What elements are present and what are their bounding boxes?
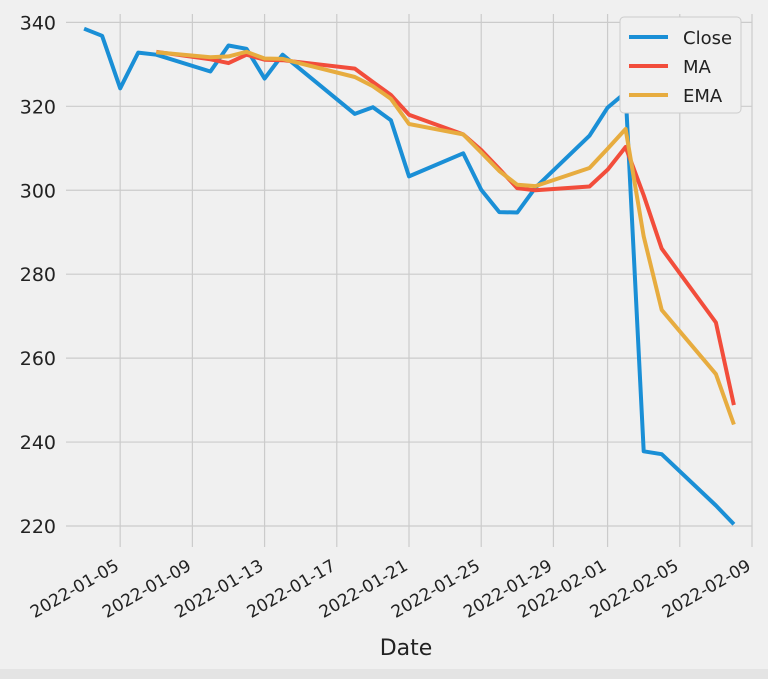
legend-label-ma: MA: [683, 57, 712, 78]
figure-bottom-strip: [0, 669, 768, 679]
y-tick-label: 240: [20, 432, 56, 454]
grid: [66, 14, 753, 547]
legend-frame: [619, 16, 742, 114]
y-tick-label: 340: [20, 12, 56, 34]
y-tick-label: 300: [20, 180, 56, 202]
y-tick-label: 260: [20, 348, 56, 370]
y-tick-label: 220: [20, 516, 56, 538]
y-tick-label: 320: [20, 96, 56, 118]
y-axis-tick-labels: 220 240 260 280 300 320 340: [20, 12, 56, 538]
legend: Close MA EMA: [619, 16, 742, 114]
x-axis-label: Date: [380, 636, 433, 661]
series-line-ema: [156, 49, 736, 426]
legend-label-close: Close: [683, 28, 732, 49]
y-tick-label: 280: [20, 264, 56, 286]
legend-label-ema: EMA: [683, 86, 723, 107]
